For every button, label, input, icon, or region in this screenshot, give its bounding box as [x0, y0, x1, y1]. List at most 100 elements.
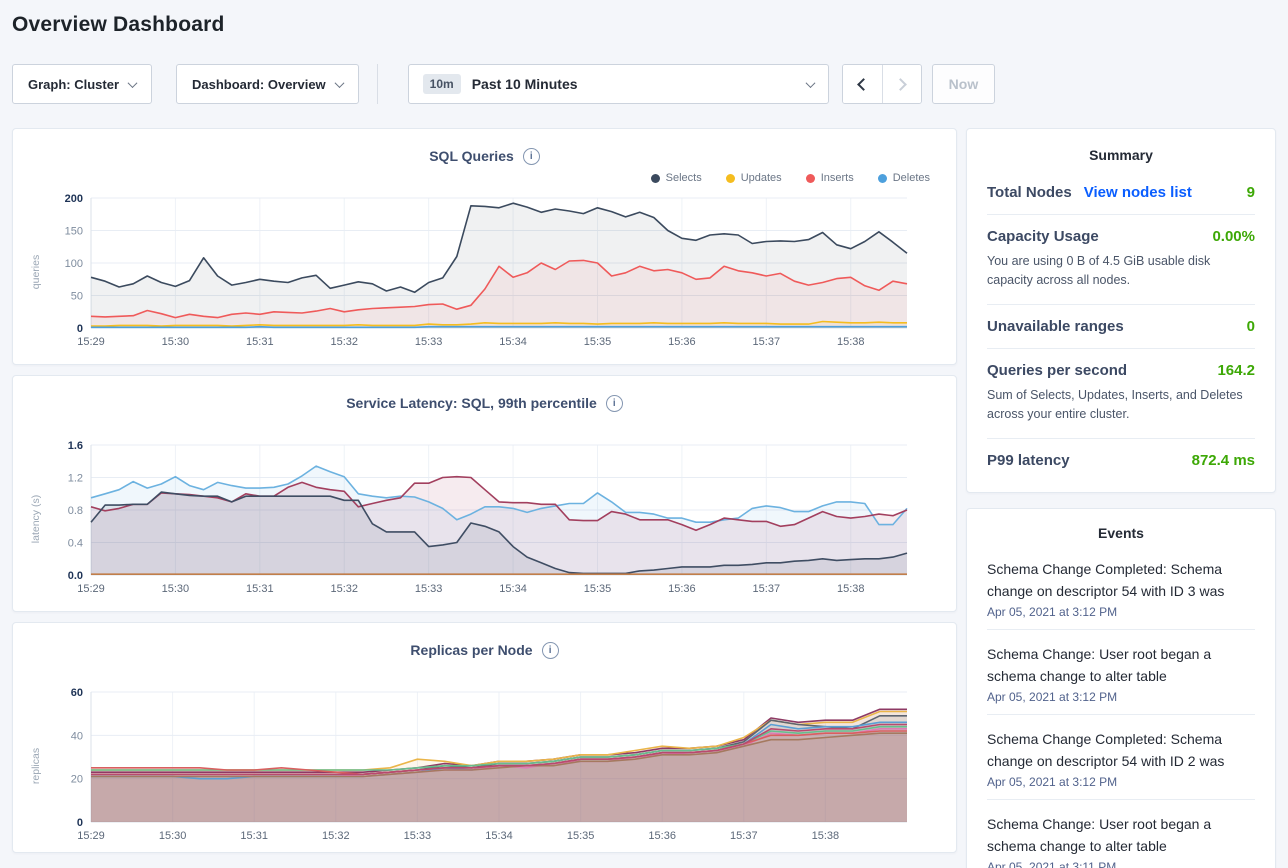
info-icon[interactable]: i [541, 641, 559, 659]
legend-label: Deletes [892, 172, 930, 184]
events-list: Schema Change Completed: Schema change o… [987, 545, 1255, 868]
event-timestamp: Apr 05, 2021 at 3:12 PM [987, 604, 1118, 619]
summary-metric-value: 9 [1246, 184, 1255, 201]
summary-metric-description: You are using 0 B of 4.5 GiB usable disk… [987, 254, 1211, 288]
time-range-selector[interactable]: 10m Past 10 Minutes [407, 64, 829, 104]
event-message: Schema Change Completed: Schema change o… [987, 730, 1225, 769]
event-message: Schema Change: User root began a schema … [987, 815, 1212, 854]
chart-body: queries 15:29 15:30 15:31 15:32 15:33 15:34 15… [13, 188, 956, 356]
svg-text:15:30: 15:30 [162, 336, 190, 348]
svg-text:15:31: 15:31 [246, 583, 274, 595]
event-message: Schema Change Completed: Schema change o… [987, 560, 1225, 599]
summary-metric-value: 0.00% [1212, 228, 1255, 245]
summary-metric-description: Sum of Selects, Updates, Inserts, and De… [987, 387, 1243, 422]
chevron-down-icon [127, 77, 138, 88]
sql-queries-chart[interactable]: 15:29 15:30 15:31 15:32 15:33 15:34 15:35 15:36… [45, 188, 942, 356]
chart-legend: Selects Updates Inserts Deletes [13, 168, 956, 188]
legend-dot-icon [877, 173, 887, 183]
svg-text:1.6: 1.6 [68, 440, 83, 452]
event-timestamp: Apr 05, 2021 at 3:12 PM [987, 774, 1118, 789]
legend-label: Updates [740, 172, 782, 184]
svg-text:0: 0 [77, 323, 83, 335]
legend-item-inserts[interactable]: Inserts [805, 172, 854, 184]
view-nodes-list-link[interactable]: View nodes list [1083, 184, 1192, 201]
summary-title: Summary [1089, 147, 1153, 163]
time-range-label: Past 10 Minutes [471, 76, 578, 92]
page-title: Overview Dashboard [12, 13, 225, 36]
svg-text:15:32: 15:32 [322, 830, 350, 842]
svg-text:15:30: 15:30 [162, 583, 190, 595]
chart-body: replicas 15:29 15:30 15:31 15:32 15:33 15:34 1… [13, 682, 956, 850]
chevron-left-icon [857, 77, 871, 91]
chart-body: latency (s) 15:29 15:30 15:31 15:32 15:33 15:… [13, 435, 956, 603]
svg-text:15:34: 15:34 [485, 830, 513, 842]
time-back-button[interactable] [842, 65, 882, 103]
chart-title-row: SQL Queries i [13, 129, 956, 168]
toolbar: Graph: Cluster Dashboard: Overview 10m P… [12, 64, 1276, 104]
svg-text:15:36: 15:36 [668, 583, 696, 595]
toolbar-divider [376, 64, 378, 104]
now-button[interactable]: Now [931, 64, 996, 104]
svg-text:15:34: 15:34 [499, 583, 527, 595]
legend-label: Selects [665, 172, 702, 184]
svg-text:0: 0 [77, 817, 83, 829]
svg-text:0.0: 0.0 [68, 570, 83, 582]
svg-text:15:37: 15:37 [753, 583, 781, 595]
summary-metric-label: Unavailable ranges [987, 317, 1124, 335]
chart-card-service-latency: Service Latency: SQL, 99th percentile i … [12, 375, 957, 612]
svg-text:15:29: 15:29 [77, 830, 105, 842]
chart-title: Replicas per Node [410, 642, 533, 658]
info-icon[interactable]: i [522, 147, 540, 165]
summary-metric-value: 164.2 [1217, 361, 1255, 379]
legend-dot-icon [725, 173, 735, 183]
svg-text:15:29: 15:29 [77, 583, 105, 595]
summary-row: P99 latency 872.4 ms [987, 439, 1255, 482]
chevron-down-icon [334, 77, 345, 88]
events-title: Events [1098, 524, 1144, 541]
svg-text:50: 50 [71, 291, 83, 303]
dashboard-dropdown[interactable]: Dashboard: Overview [176, 64, 359, 104]
chart-card-sql-queries: SQL Queries i Selects Updates Inserts Delet… [12, 128, 957, 365]
svg-text:15:33: 15:33 [415, 336, 443, 348]
legend-item-deletes[interactable]: Deletes [877, 172, 930, 184]
summary-row: Total Nodes View nodes list 9 [987, 171, 1255, 215]
svg-text:15:37: 15:37 [753, 336, 781, 348]
svg-text:15:31: 15:31 [240, 830, 268, 842]
info-icon[interactable]: i [605, 394, 623, 412]
svg-text:0.4: 0.4 [68, 538, 83, 550]
svg-text:0.8: 0.8 [68, 505, 83, 517]
summary-rows: Total Nodes View nodes list 9 Capacity Usag… [987, 171, 1255, 482]
chart-title: SQL Queries [429, 148, 514, 164]
summary-row: Unavailable ranges 0 [987, 305, 1255, 349]
svg-text:100: 100 [65, 258, 83, 270]
chart-title-row: Service Latency: SQL, 99th percentile i [13, 376, 956, 415]
svg-text:40: 40 [71, 730, 83, 742]
chart-title: Service Latency: SQL, 99th percentile [346, 395, 597, 411]
legend-dot-icon [805, 173, 815, 183]
svg-text:15:33: 15:33 [404, 830, 432, 842]
chevron-down-icon [805, 77, 816, 88]
time-range-badge: 10m [422, 74, 461, 94]
legend-dot-icon [650, 173, 660, 183]
legend-item-selects[interactable]: Selects [650, 172, 702, 184]
event-item: Schema Change Completed: Schema change o… [987, 715, 1255, 800]
svg-text:1.2: 1.2 [68, 473, 83, 485]
event-item: Schema Change: User root began a schema … [987, 800, 1255, 868]
svg-text:15:36: 15:36 [668, 336, 696, 348]
legend-item-updates[interactable]: Updates [725, 172, 782, 184]
summary-metric-label: P99 latency [987, 451, 1070, 469]
summary-metric-label: Queries per second [987, 361, 1128, 379]
svg-text:15:38: 15:38 [837, 583, 865, 595]
summary-row: Queries per second 164.2 Sum of Selects, U… [987, 349, 1255, 439]
time-forward-button[interactable] [881, 65, 921, 103]
event-timestamp: Apr 05, 2021 at 3:11 PM [987, 859, 1117, 868]
graph-dropdown[interactable]: Graph: Cluster [12, 64, 153, 104]
main-content: SQL Queries i Selects Updates Inserts Delet… [12, 128, 1276, 868]
replicas-per-node-chart[interactable]: 15:29 15:30 15:31 15:32 15:33 15:34 15:35 15:36… [45, 682, 942, 850]
svg-text:15:38: 15:38 [812, 830, 840, 842]
chevron-right-icon [893, 77, 907, 91]
service-latency-chart[interactable]: 15:29 15:30 15:31 15:32 15:33 15:34 15:35 15:36… [45, 435, 942, 603]
time-step-buttons [841, 64, 922, 104]
event-item: Schema Change: User root began a schema … [987, 630, 1255, 715]
svg-text:15:35: 15:35 [567, 830, 595, 842]
